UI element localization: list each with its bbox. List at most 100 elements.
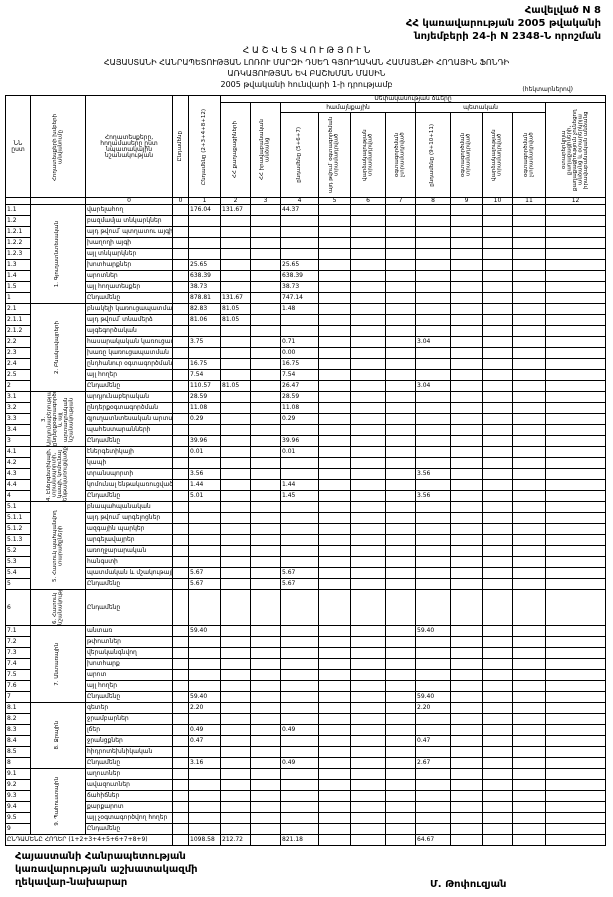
value-header: ՀՀ իրավաբանական անձանց xyxy=(250,102,281,198)
row-code: 9.2 xyxy=(5,779,31,791)
empty-cell xyxy=(512,270,546,282)
column-number: 11 xyxy=(512,197,546,205)
empty-cell xyxy=(544,768,607,780)
empty-cell xyxy=(220,647,251,659)
empty-cell xyxy=(544,413,607,425)
group-label: 4. Էներգետիկայի, տրանսպորտի, կապի, կոմու… xyxy=(46,446,69,501)
empty-cell xyxy=(350,589,386,626)
empty-cell xyxy=(220,534,251,546)
empty-cell xyxy=(280,735,319,747)
empty-cell xyxy=(172,215,189,227)
empty-cell xyxy=(350,567,386,579)
row-code: 1.1 xyxy=(5,204,31,216)
empty-cell xyxy=(385,259,416,271)
row-code: 5.2 xyxy=(5,545,31,557)
empty-cell xyxy=(385,545,416,557)
empty-cell xyxy=(172,589,189,626)
row-name: այլ հողատեսքեր xyxy=(85,281,173,293)
empty-cell xyxy=(188,325,221,337)
empty-cell xyxy=(220,435,251,447)
empty-cell xyxy=(172,512,189,524)
empty-cell xyxy=(415,369,451,381)
empty-cell xyxy=(250,724,281,736)
empty-cell xyxy=(385,424,416,436)
value-cell: 59.40 xyxy=(415,625,451,637)
empty-cell xyxy=(482,369,513,381)
empty-cell xyxy=(280,237,319,249)
empty-cell xyxy=(350,435,386,447)
empty-cell xyxy=(415,226,451,238)
empty-cell xyxy=(385,336,416,348)
value-header: օտարերկրյա քաղաքացիների, քաղաքացիություն… xyxy=(544,102,607,198)
row-name: Ընդամենը xyxy=(85,757,173,769)
empty-cell xyxy=(280,713,319,725)
empty-cell xyxy=(280,424,319,436)
empty-cell xyxy=(450,746,483,758)
empty-cell xyxy=(172,680,189,692)
value-cell: 1.44 xyxy=(188,479,221,491)
empty-cell xyxy=(544,446,607,458)
empty-cell xyxy=(280,512,319,524)
empty-cell xyxy=(350,578,386,590)
empty-cell xyxy=(318,735,351,747)
table-row: 8.2 ջրամբարներ xyxy=(5,713,607,725)
empty-cell xyxy=(482,237,513,249)
empty-cell xyxy=(415,812,451,824)
row-code: 8.3 xyxy=(5,724,31,736)
empty-cell xyxy=(172,735,189,747)
row-code: 2.3 xyxy=(5,347,31,359)
value-header: վարձակալության տրամադրված xyxy=(350,112,386,198)
table-row: 9.3 ճահիճներ xyxy=(5,790,607,802)
empty-cell xyxy=(544,691,607,703)
empty-cell xyxy=(318,713,351,725)
empty-cell xyxy=(172,545,189,557)
empty-cell xyxy=(385,303,416,315)
row-code: 4.4 xyxy=(5,479,31,491)
empty-cell xyxy=(172,292,189,304)
empty-cell xyxy=(385,625,416,637)
column-number: 2 xyxy=(220,197,251,205)
table-row: 7.2 թփուտներ xyxy=(5,636,607,648)
empty-cell xyxy=(220,523,251,535)
empty-cell xyxy=(450,237,483,249)
empty-cell xyxy=(220,424,251,436)
empty-cell xyxy=(512,512,546,524)
row-code: 3.3 xyxy=(5,413,31,425)
empty-cell xyxy=(512,490,546,502)
empty-cell xyxy=(188,512,221,524)
empty-cell xyxy=(385,413,416,425)
empty-cell xyxy=(172,713,189,725)
empty-cell xyxy=(250,779,281,791)
group-cell: 7. Անտառային xyxy=(30,625,86,703)
empty-cell xyxy=(280,680,319,692)
empty-cell xyxy=(415,358,451,370)
header-text: ՀՀ իրավաբանական անձանց xyxy=(259,119,271,181)
empty-cell xyxy=(280,556,319,568)
empty-cell xyxy=(544,823,607,835)
table-row: 8.4 ջրանցքներ 0.47 0.47 xyxy=(5,735,607,747)
empty-cell xyxy=(172,226,189,238)
empty-cell xyxy=(350,270,386,282)
value-header: օգտագործման չտրամադրված xyxy=(385,112,416,198)
row-code: 5 xyxy=(5,578,31,590)
empty-cell xyxy=(544,757,607,769)
row-name: այգեգործական xyxy=(85,325,173,337)
value-cell: 81.05 xyxy=(220,314,251,326)
empty-cell xyxy=(280,325,319,337)
empty-cell xyxy=(512,336,546,348)
empty-cell xyxy=(482,724,513,736)
empty-cell xyxy=(172,380,189,392)
empty-cell xyxy=(415,270,451,282)
empty-cell xyxy=(318,215,351,227)
table-row: 2.2 հասարակական կառուցապատման 3.75 0.71 3.04 xyxy=(5,336,607,348)
empty-cell xyxy=(482,303,513,315)
table-row: 4.2 կապի xyxy=(5,457,607,469)
empty-cell xyxy=(280,801,319,813)
row-name: Ընդամենը xyxy=(85,823,173,835)
row-name: հիդրոտեխնիկական xyxy=(85,746,173,758)
empty-cell xyxy=(450,215,483,227)
table-row: 7.3 վերականգնվող xyxy=(5,647,607,659)
empty-cell xyxy=(450,691,483,703)
empty-cell xyxy=(544,658,607,670)
group-label: 9. Պահուստային xyxy=(54,777,61,826)
